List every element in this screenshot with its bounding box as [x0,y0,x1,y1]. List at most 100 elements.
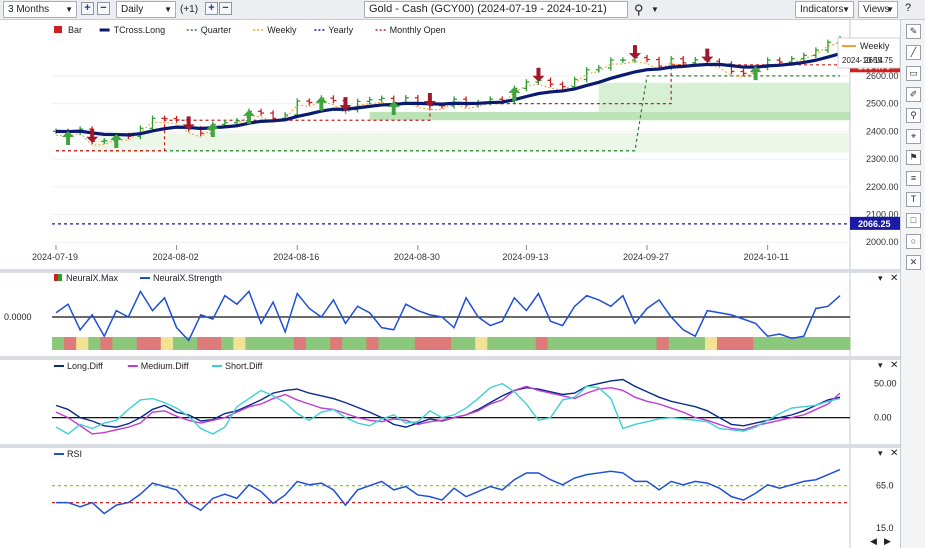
price-pane[interactable]: 2600.00 2500.00 2400.00 2300.00 2200.00 2100.… [0,20,900,269]
neuralx-max-cell [318,337,331,350]
rsi-pane[interactable]: 65.0 15.0 RSI ▾ ✕ ◀ ▶ [0,448,900,548]
legend-label: Weekly [267,25,297,35]
diff-chart[interactable]: 50.00 0.00 Long.Diff Medium.Diff Short.Diff ▾… [0,360,900,444]
up-arrow-icon [315,96,328,111]
toolbar: 3 Months ▼ + − Daily ▼ (+1) + − Gold - Cas… [0,0,925,20]
line-icon[interactable]: ╱ [906,45,921,60]
chevron-down-icon[interactable]: ▼ [651,5,659,14]
tooltip-date: 2024-10-14 [842,56,883,65]
x-tick-label: 2024-08-02 [153,252,199,262]
neuralx-max-cell [753,337,766,350]
neuralx-max-cell [596,337,609,350]
neuralx-pane[interactable]: 0.0000 NeuralX.Max NeuralX.Strength ▾ ✕ [0,273,900,356]
indicators-button[interactable]: Indicators ▼ [795,1,854,18]
help-icon[interactable]: ? [905,2,912,14]
indicators-label: Indicators [800,4,844,15]
rsi-line [56,468,841,515]
nav-minus-button[interactable]: − [219,2,232,15]
pen-icon[interactable]: ✎ [906,24,921,39]
pane-divider[interactable] [0,356,900,360]
diff-pane[interactable]: 50.00 0.00 Long.Diff Medium.Diff Short.Diff ▾… [0,360,900,444]
y-tick-label: 2600.00 [866,71,899,81]
chevron-down-icon: ▼ [164,5,172,14]
interval-select[interactable]: Daily ▼ [116,1,176,18]
down-arrow-icon [628,45,641,60]
y-tick-label: 2000.00 [866,237,899,247]
text-icon[interactable]: T [906,192,921,207]
neuralx-max-cell [197,337,210,350]
price-chart[interactable]: 2600.00 2500.00 2400.00 2300.00 2200.00 2100.… [0,20,900,269]
x-tick-label: 2024-08-16 [273,252,319,262]
pane-divider[interactable] [0,444,900,448]
close-pane-icon: ✕ [890,448,898,459]
magnet-icon[interactable]: ⚲ [906,108,921,123]
neuralx-max-cell [402,337,416,350]
interval-select-value: Daily [121,4,144,15]
neuralx-max-cell [584,337,597,350]
y-tick-label: 0.0000 [4,312,32,322]
neuralx-max-cell [547,337,561,350]
close-icon[interactable]: ✕ [906,255,921,270]
neuralx-max-cell [559,337,573,350]
x-tick-label: 2024-09-13 [502,252,548,262]
neuralx-chart[interactable]: 0.0000 NeuralX.Max NeuralX.Strength ▾ ✕ [0,273,900,356]
neuralx-max-cell [680,337,694,350]
up-arrow-icon [242,109,255,124]
y-tick-label: 50.00 [874,379,897,389]
up-arrow-icon [62,130,75,145]
down-arrow-icon [86,128,99,143]
diff-series-line [55,378,841,428]
legend-label: Long.Diff [67,361,103,371]
fib-icon[interactable]: ≡ [906,171,921,186]
neuralx-max-cell [438,337,452,350]
yearly-price-tag [850,216,900,230]
rsi-chart[interactable]: 65.0 15.0 RSI ▾ ✕ ◀ ▶ [0,448,900,548]
neuralx-max-cell [426,337,440,350]
neuralx-max-cell [644,337,658,350]
scroll-left-icon: ◀ [870,536,877,546]
zoom-in-button[interactable]: + [81,2,94,15]
neuralx-max-cell [366,337,379,350]
neuralx-max-cell [499,337,512,350]
search-icon[interactable]: ⚲ [634,2,644,17]
neuralx-max-cell [463,337,476,350]
legend-label: NeuralX.Max [66,273,119,283]
down-arrow-icon [532,67,545,82]
neuralx-max-cell [160,337,174,350]
period-select[interactable]: 3 Months ▼ [3,1,77,18]
neuralx-max-cell [330,337,343,350]
symbol-title[interactable]: Gold - Cash (GCY00) (2024-07-19 - 2024-1… [364,1,628,18]
tooltip-label: Weekly [860,41,890,51]
down-arrow-icon [423,93,436,108]
nav-plus-button[interactable]: + [205,2,218,15]
horizontal-line-icon[interactable]: ▭ [906,66,921,81]
crosshair-icon[interactable]: ⌖ [906,129,921,144]
zoom-out-button[interactable]: − [97,2,110,15]
neuralx-max-cell [257,337,271,350]
down-arrow-icon [701,48,714,63]
neuralx-max-cell [76,337,89,350]
legend-label: Yearly [328,25,353,35]
neuralx-max-cell [656,337,670,350]
legend-label: Medium.Diff [141,361,189,371]
neuralx-max-cell [741,337,754,350]
brush-icon[interactable]: ✐ [906,87,921,102]
neuralx-max-cell [269,337,283,350]
views-button[interactable]: Views ▼ [858,1,898,18]
up-arrow-icon [749,66,762,81]
neuralx-max-cell [837,337,851,350]
rect-icon[interactable]: □ [906,213,921,228]
legend-label: Quarter [201,25,232,35]
legend-label: Short.Diff [225,361,263,371]
neuralx-max-cell [378,337,392,350]
flag-icon[interactable]: ⚑ [906,150,921,165]
neuralx-max-cell [209,337,222,350]
pane-divider[interactable] [0,269,900,273]
x-tick-label: 2024-07-19 [32,252,78,262]
legend-swatch [54,26,62,33]
neuralx-max-cell [293,337,307,350]
chevron-down-icon: ▼ [842,5,850,14]
demand-zone [598,82,850,112]
neuralx-max-cell [535,337,549,350]
circle-icon[interactable]: ○ [906,234,921,249]
